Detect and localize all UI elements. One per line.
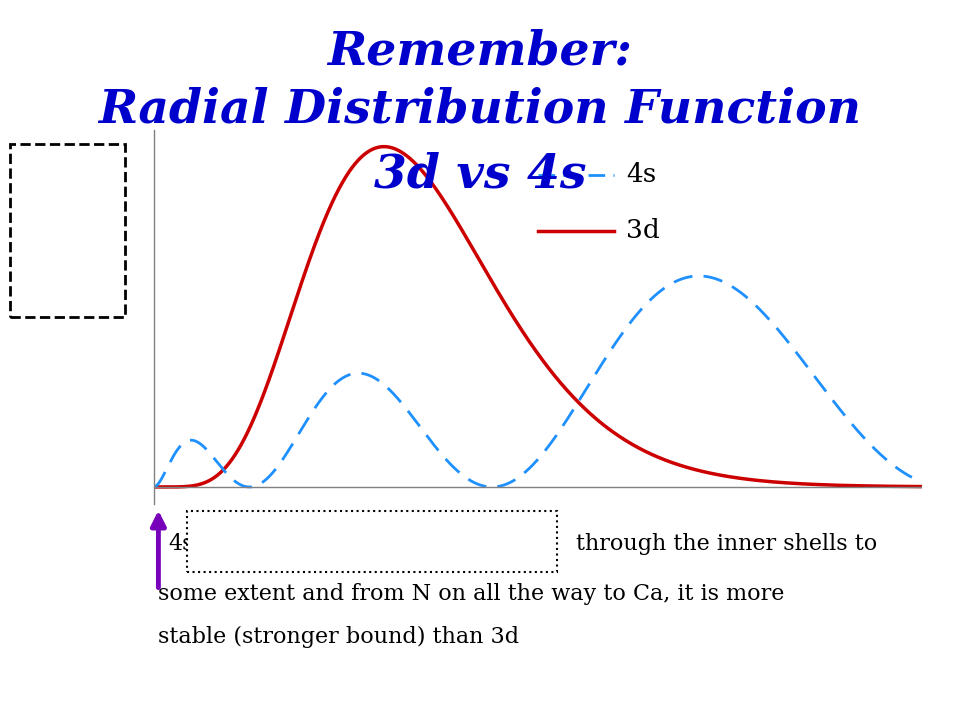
Text: stable (stronger bound) than 3d: stable (stronger bound) than 3d [158, 626, 519, 648]
Text: Remember:: Remember: [327, 29, 633, 75]
Text: 3d vs 4s: 3d vs 4s [373, 151, 587, 197]
Text: 4s: 4s [168, 533, 194, 554]
Text: through the inner shells to: through the inner shells to [576, 533, 877, 554]
Text: 4s: 4s [626, 162, 657, 187]
Text: Radial Distribution Function: Radial Distribution Function [99, 86, 861, 132]
Text: 3d: 3d [626, 218, 660, 243]
Text: some extent and from N on all the way to Ca, it is more: some extent and from N on all the way to… [158, 583, 784, 605]
